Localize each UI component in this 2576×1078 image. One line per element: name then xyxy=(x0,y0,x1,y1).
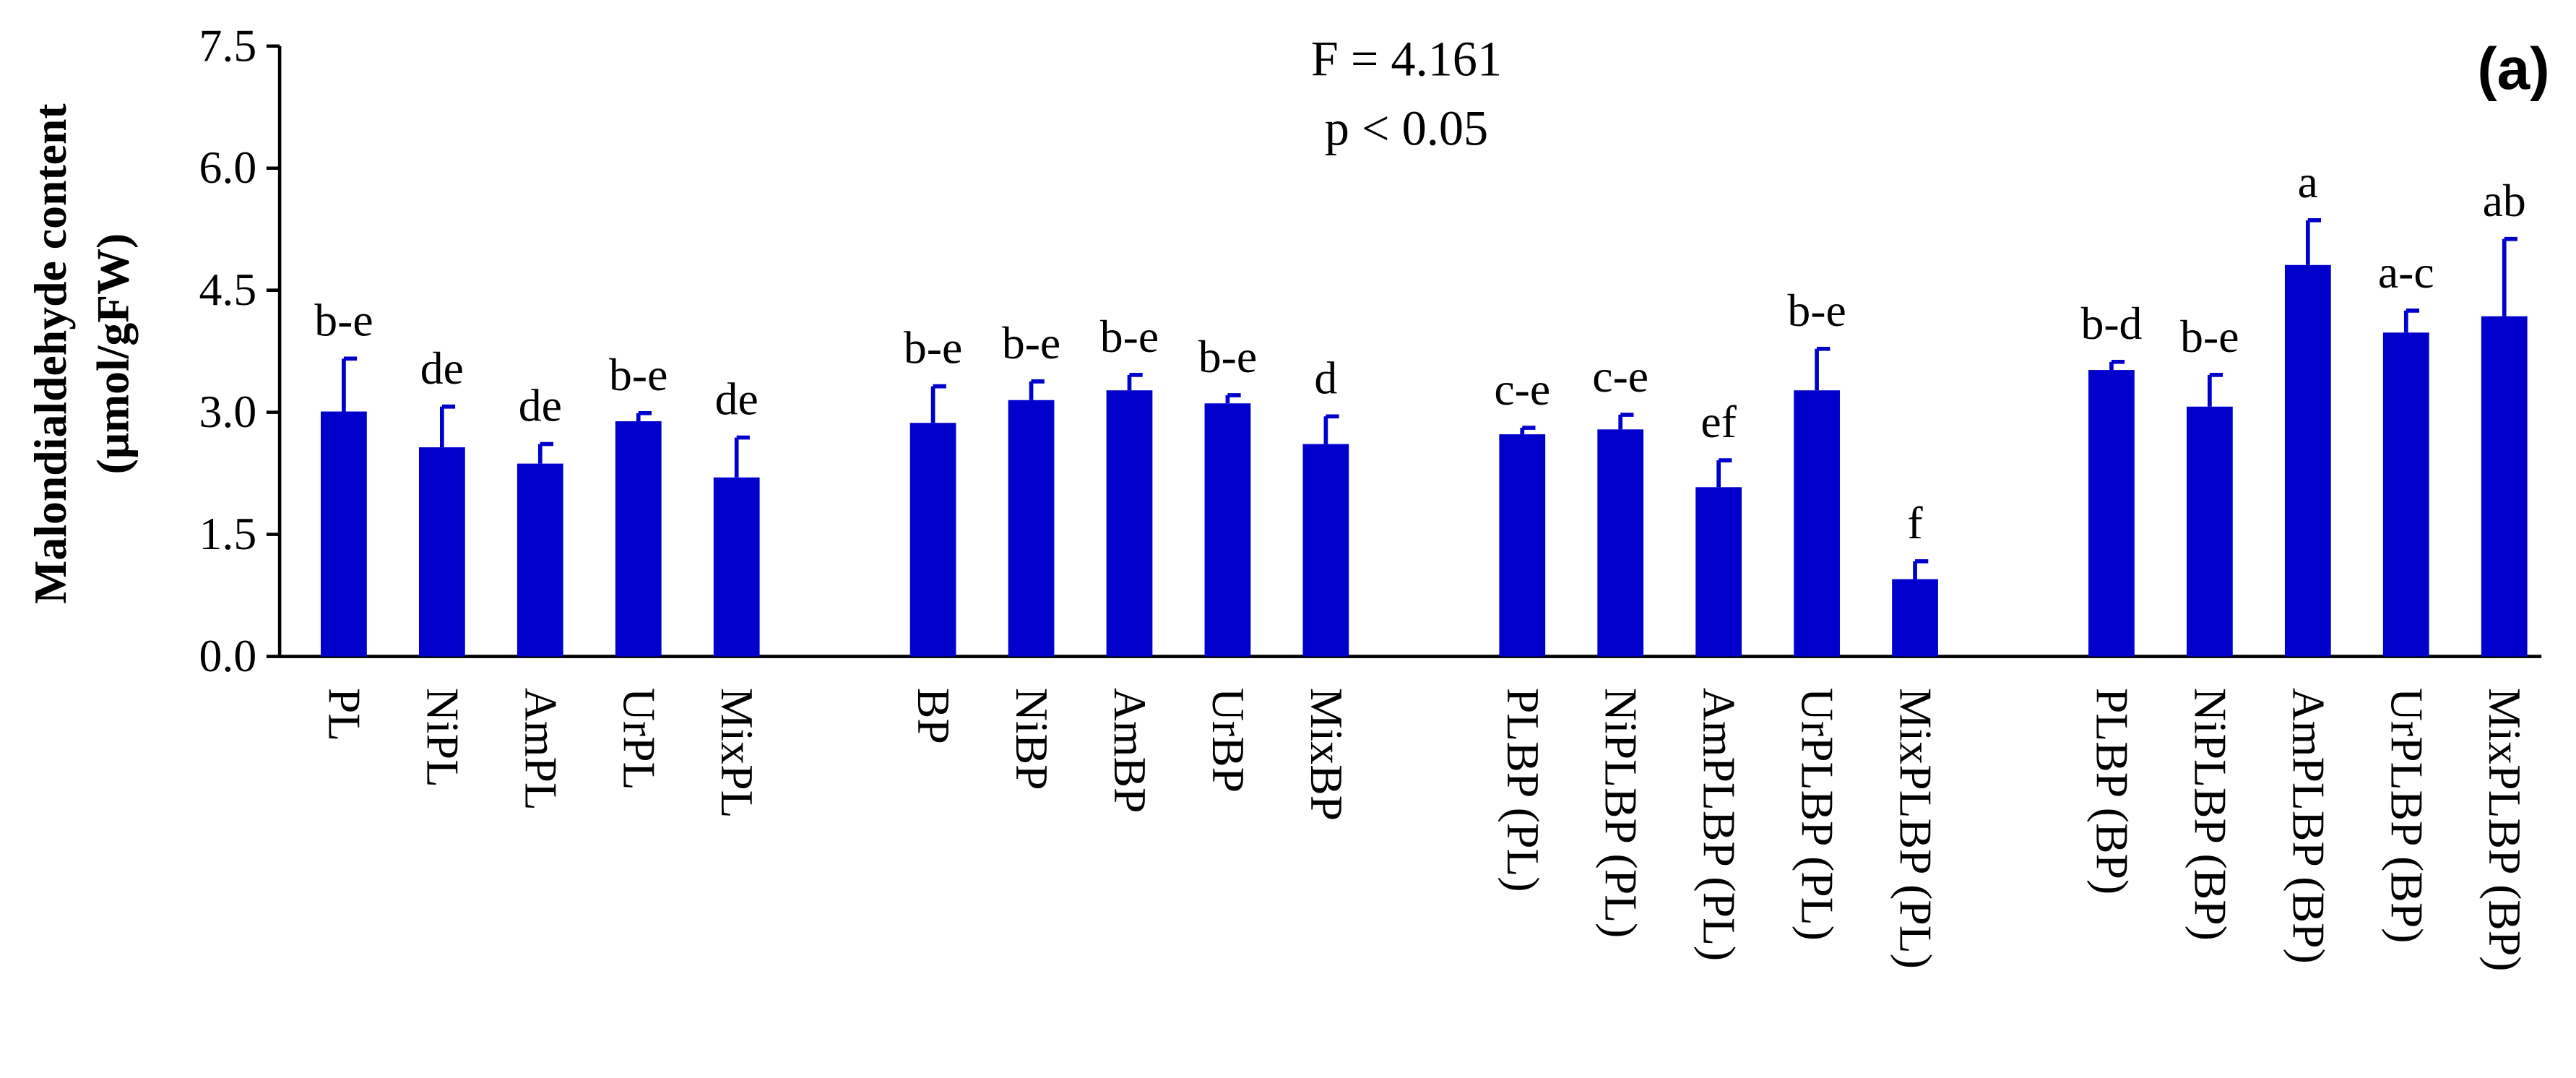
bar xyxy=(1794,390,1840,657)
bar xyxy=(2088,370,2135,657)
significance-letter: ab xyxy=(2483,175,2526,226)
significance-letter: c-e xyxy=(1592,350,1648,402)
x-tick-label: NiPLBP (PL) xyxy=(1596,688,1647,939)
x-tick-label: AmPLBP (BP) xyxy=(2283,688,2334,964)
error-bar xyxy=(1029,379,1045,400)
error-bar xyxy=(2403,309,2419,333)
y-tick-label: 1.5 xyxy=(199,508,257,559)
error-bar xyxy=(1323,414,1339,444)
y-axis-label: Malondialdehyde content xyxy=(25,103,76,603)
bar xyxy=(321,411,367,657)
significance-letter: de xyxy=(519,380,562,431)
panel-label: (a) xyxy=(2477,36,2549,102)
significance-letter: a-c xyxy=(2378,246,2434,298)
x-tick-label: MixPLBP (PL) xyxy=(1890,688,1942,969)
bar xyxy=(418,447,465,657)
bar xyxy=(1302,444,1349,657)
significance-letter: a xyxy=(2298,156,2318,207)
y-axis-label: (μmol/gFW) xyxy=(87,233,139,475)
significance-letter: b-e xyxy=(1787,285,1846,336)
bar xyxy=(2187,406,2233,657)
bar xyxy=(1499,434,1546,657)
x-tick-label: UrPLBP (PL) xyxy=(1792,688,1844,941)
significance-letter: b-e xyxy=(1002,317,1060,368)
y-tick-label: 3.0 xyxy=(199,386,257,437)
error-bar xyxy=(2208,372,2223,407)
x-tick-label: AmPL xyxy=(515,688,566,811)
significance-letter: b-e xyxy=(2180,311,2239,362)
significance-letter: de xyxy=(715,374,758,425)
error-bar xyxy=(440,404,456,448)
y-tick-label: 4.5 xyxy=(199,264,257,315)
error-bar xyxy=(2109,359,2125,371)
x-tick-label: NiBP xyxy=(1006,688,1058,790)
significance-letter: ef xyxy=(1700,396,1737,447)
x-tick-label: MixPL xyxy=(712,688,763,819)
error-bar xyxy=(734,435,750,478)
bar xyxy=(615,421,662,657)
x-tick-label: AmPLBP (PL) xyxy=(1694,688,1745,961)
y-tick-label: 0.0 xyxy=(199,630,257,681)
error-bar xyxy=(1225,393,1241,404)
significance-letter: b-e xyxy=(1100,311,1159,362)
error-bar xyxy=(1520,426,1536,435)
x-tick-label: PLBP (PL) xyxy=(1497,688,1549,892)
significance-letter: c-e xyxy=(1494,363,1550,415)
significance-letter: d xyxy=(1314,352,1337,403)
bar xyxy=(517,463,563,657)
significance-letter: b-e xyxy=(1198,331,1257,382)
bar xyxy=(2382,332,2429,657)
significance-letter: f xyxy=(1907,497,1923,548)
bar xyxy=(2284,264,2331,657)
error-bar xyxy=(1618,413,1634,430)
significance-letter: b-e xyxy=(314,294,373,345)
x-tick-label: NiPLBP (BP) xyxy=(2184,688,2236,941)
bar xyxy=(1597,429,1644,657)
error-bar xyxy=(537,441,554,464)
x-tick-label: UrPL xyxy=(613,688,665,790)
x-tick-label: UrPLBP (BP) xyxy=(2381,688,2432,944)
bar xyxy=(1892,579,1938,657)
bar xyxy=(1204,403,1251,657)
y-tick-label: 6.0 xyxy=(199,142,257,193)
bar xyxy=(1008,400,1055,657)
x-tick-label: NiPL xyxy=(417,688,468,788)
x-tick-label: UrBP xyxy=(1203,688,1254,793)
error-bar xyxy=(1716,458,1732,488)
error-bar xyxy=(930,384,946,423)
error-bar xyxy=(2502,236,2517,316)
significance-letter: b-e xyxy=(609,349,667,400)
error-bar xyxy=(342,356,358,412)
significance-letter: b-d xyxy=(2080,298,2142,349)
error-bar xyxy=(2305,217,2322,265)
bar xyxy=(1695,487,1742,657)
x-tick-label: PLBP (BP) xyxy=(2086,688,2138,894)
bar xyxy=(909,423,956,657)
x-tick-label: PL xyxy=(319,688,370,741)
annotation: p < 0.05 xyxy=(1325,100,1488,155)
y-tick-label: 7.5 xyxy=(199,20,257,71)
error-bar xyxy=(636,410,652,422)
bar xyxy=(713,477,760,657)
x-tick-label: MixBP xyxy=(1301,688,1352,821)
significance-letter: b-e xyxy=(904,322,962,374)
error-bar xyxy=(1127,372,1143,391)
error-bar xyxy=(1815,346,1831,391)
significance-letter: de xyxy=(420,342,464,394)
x-tick-label: MixPLBP (BP) xyxy=(2479,688,2530,972)
annotation: F = 4.161 xyxy=(1311,32,1502,87)
bar xyxy=(1106,390,1153,657)
error-bar xyxy=(1913,559,1929,579)
x-tick-label: BP xyxy=(908,688,959,744)
bar xyxy=(2481,316,2528,657)
x-tick-label: AmBP xyxy=(1105,688,1156,814)
